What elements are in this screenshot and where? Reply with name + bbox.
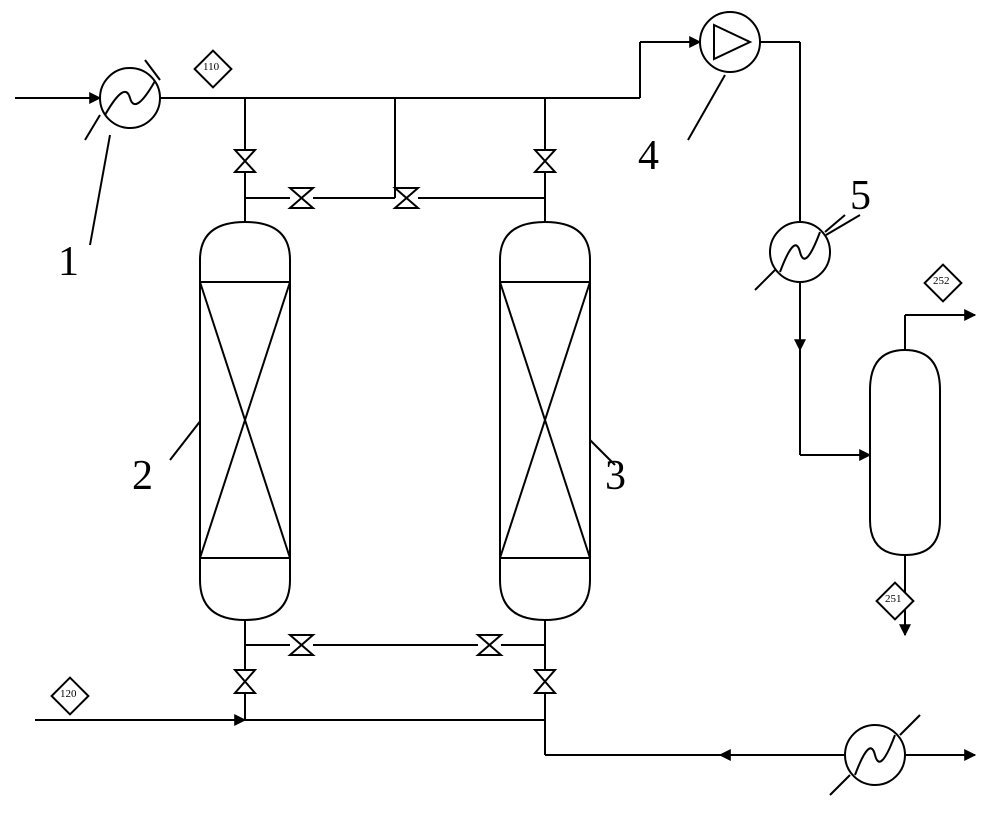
valve-top-inter-left: [290, 188, 313, 208]
components: [52, 12, 962, 785]
piping: [15, 42, 975, 795]
process-flow-diagram: [0, 0, 1000, 816]
heat-exchanger-2: [770, 222, 830, 282]
tag-251-text: 251: [885, 593, 902, 605]
adsorber-vessel-a: [200, 222, 290, 620]
label-compressor: 4: [638, 132, 659, 180]
heat-exchanger-1: [100, 68, 160, 128]
separator-vessel: [870, 350, 940, 555]
compressor: [700, 12, 760, 72]
label-vessel-b: 3: [605, 452, 626, 500]
valve-top-a: [235, 150, 255, 172]
valve-bot-inter-left: [290, 635, 313, 655]
label-vessel-a: 2: [132, 452, 153, 500]
heat-exchanger-3: [845, 725, 905, 785]
valve-bot-b: [535, 670, 555, 693]
label-hx1: 1: [58, 238, 79, 286]
tag-252-text: 252: [933, 275, 950, 287]
tag-110-text: 110: [203, 61, 219, 73]
valve-bot-a: [235, 670, 255, 693]
label-hx2: 5: [850, 172, 871, 220]
valve-top-inter-right: [395, 188, 418, 208]
valve-bot-inter-right: [478, 635, 501, 655]
valve-top-b: [535, 150, 555, 172]
tag-120-text: 120: [60, 688, 77, 700]
adsorber-vessel-b: [500, 222, 590, 620]
